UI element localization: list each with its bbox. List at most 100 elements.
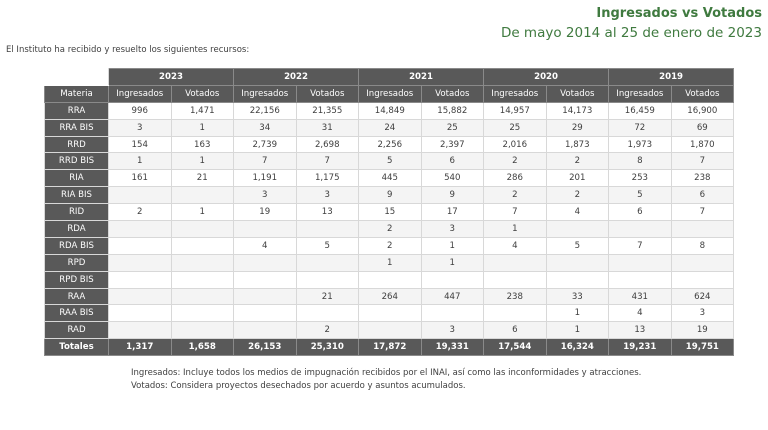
ingresados-cell: 2	[358, 236, 422, 255]
ingresados-cell: 286	[483, 169, 547, 188]
ingresados-cell: 19	[233, 203, 297, 222]
ingresados-cell: 161	[108, 169, 172, 188]
ingresados-cell	[233, 220, 297, 238]
ingresados-cell: 1,191	[233, 169, 297, 188]
votados-cell: 2	[545, 186, 610, 205]
votados-cell	[670, 220, 735, 238]
ingresados-cell: 264	[358, 287, 422, 306]
votados-cell: 31	[295, 118, 360, 137]
ingresados-cell: 22,156	[233, 101, 297, 120]
ingresados-cell: 2	[483, 186, 547, 205]
votados-cell: 17	[420, 203, 485, 222]
votados-cell: 238	[670, 169, 735, 188]
votados-cell: 7	[670, 152, 735, 171]
table-row: RIA BIS 3 3 9 9 2 2 5 6	[44, 186, 735, 205]
intro-text: El Instituto ha recibido y resuelto los …	[6, 45, 250, 55]
total-cell: 17,544	[483, 338, 547, 357]
votados-cell: 9	[420, 186, 485, 205]
ingresados-cell	[108, 220, 172, 238]
votados-cell: 2,397	[420, 135, 485, 154]
ingresados-cell: 7	[233, 152, 297, 171]
ingresados-cell	[608, 253, 672, 272]
ingresados-cell: 1	[358, 253, 422, 272]
table-row: RPD 1 1	[44, 253, 735, 272]
footnote-votados: Votados: Considera proyectos desechados …	[131, 380, 466, 391]
recursos-table: 2023 2022 2021 2020 2019 Materia Ingresa…	[44, 68, 735, 357]
votados-cell: 1	[170, 152, 235, 171]
ingresados-cell	[233, 253, 297, 272]
table-row: RRD 154 163 2,739 2,698 2,256 2,397 2,016 1,873 1…	[44, 135, 735, 154]
ingresados-cell: 4	[608, 304, 672, 323]
votados-cell: 2	[545, 152, 610, 171]
totals-label: Totales	[44, 338, 109, 357]
ingresados-header: Ingresados	[108, 84, 172, 103]
ingresados-cell: 154	[108, 135, 172, 154]
votados-cell: 201	[545, 169, 610, 188]
table-row: RAA 21 264 447 238 33 431 624	[44, 287, 735, 306]
ingresados-cell: 2	[358, 220, 422, 238]
table-row: RRA BIS 3 1 34 31 24 25 25 29 72 69	[44, 118, 735, 137]
votados-cell: 3	[420, 220, 485, 238]
year-header: 2019	[608, 68, 735, 86]
sub-header-row: Materia Ingresados Votados Ingresados Vo…	[44, 84, 735, 103]
ingresados-cell	[483, 253, 547, 272]
ingresados-cell: 2,016	[483, 135, 547, 154]
votados-cell: 163	[170, 135, 235, 154]
ingresados-cell: 14,849	[358, 101, 422, 120]
ingresados-cell: 4	[483, 236, 547, 255]
votados-cell: 7	[670, 203, 735, 222]
votados-cell: 14,173	[545, 101, 610, 120]
ingresados-cell	[483, 270, 547, 289]
votados-cell: 1	[545, 304, 610, 323]
votados-header: Votados	[545, 84, 610, 103]
votados-cell: 1,175	[295, 169, 360, 188]
ingresados-header: Ingresados	[483, 84, 547, 103]
ingresados-cell: 2,256	[358, 135, 422, 154]
votados-cell	[670, 270, 735, 289]
ingresados-cell: 2,739	[233, 135, 297, 154]
votados-cell: 13	[295, 203, 360, 222]
year-header: 2022	[233, 68, 360, 86]
votados-cell: 5	[545, 236, 610, 255]
ingresados-cell	[233, 321, 297, 340]
ingresados-cell	[108, 236, 172, 255]
materia-header: Materia	[44, 84, 109, 103]
footnote-ingresados: Ingresados: Incluye todos los medios de …	[131, 368, 642, 378]
votados-cell: 624	[670, 287, 735, 306]
ingresados-cell	[108, 304, 172, 323]
votados-cell: 2	[295, 321, 360, 340]
votados-cell: 25	[420, 118, 485, 137]
votados-cell	[170, 253, 235, 272]
ingresados-cell: 3	[108, 118, 172, 137]
report-title: Ingresados vs Votados	[596, 6, 762, 21]
votados-cell: 15,882	[420, 101, 485, 120]
votados-header: Votados	[170, 84, 235, 103]
table-row: RRA 996 1,471 22,156 21,355 14,849 15,882 14,95…	[44, 101, 735, 120]
row-label: RRA	[44, 101, 109, 120]
ingresados-cell: 5	[358, 152, 422, 171]
year-header: 2021	[358, 68, 485, 86]
votados-cell: 5	[295, 236, 360, 255]
votados-cell	[420, 304, 485, 323]
ingresados-cell	[108, 287, 172, 306]
votados-cell	[170, 321, 235, 340]
table-row: RID 2 1 19 13 15 17 7 4 6 7	[44, 203, 735, 222]
total-cell: 26,153	[233, 338, 297, 357]
ingresados-cell	[608, 270, 672, 289]
votados-cell: 69	[670, 118, 735, 137]
ingresados-cell	[233, 304, 297, 323]
row-label: RDA BIS	[44, 236, 109, 255]
votados-cell: 21	[170, 169, 235, 188]
votados-cell: 3	[670, 304, 735, 323]
total-cell: 19,331	[420, 338, 485, 357]
votados-cell	[170, 304, 235, 323]
votados-cell: 33	[545, 287, 610, 306]
ingresados-cell	[358, 321, 422, 340]
votados-cell: 1	[170, 203, 235, 222]
row-label: RPD	[44, 253, 109, 272]
ingresados-cell: 1	[483, 220, 547, 238]
votados-cell: 3	[295, 186, 360, 205]
ingresados-cell: 6	[608, 203, 672, 222]
row-label: RAA	[44, 287, 109, 306]
votados-cell: 21	[295, 287, 360, 306]
